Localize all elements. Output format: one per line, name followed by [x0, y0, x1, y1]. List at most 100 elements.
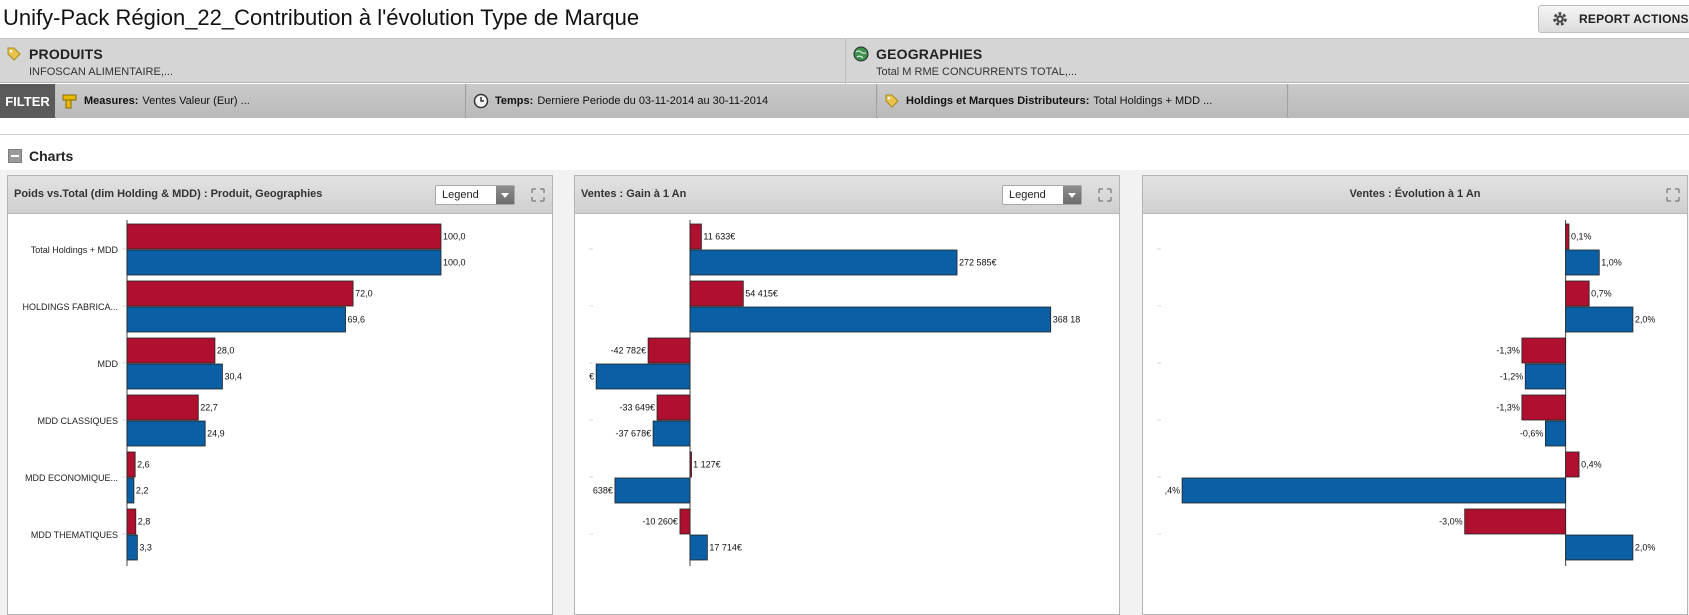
- data-label: -1,3%: [1496, 403, 1520, 413]
- bar[interactable]: [614, 477, 691, 504]
- data-label: 3,3: [139, 543, 152, 553]
- ruler-icon: [62, 94, 77, 109]
- bar[interactable]: [126, 223, 442, 250]
- title-bar: Unify-Pack Région_22_Contribution à l'év…: [0, 0, 1689, 38]
- bar[interactable]: [679, 508, 691, 535]
- legend-dropdown[interactable]: Legend: [435, 185, 515, 205]
- bar[interactable]: [126, 451, 136, 478]
- data-label: -42 782€: [611, 346, 647, 356]
- data-label: 272 585€: [959, 258, 997, 268]
- data-label: 54 415€: [745, 289, 778, 299]
- dimension-produits[interactable]: PRODUITS INFOSCAN ALIMENTAIRE,...: [0, 39, 846, 84]
- category-label: MDD THEMATIQUES: [31, 530, 118, 540]
- category-label: Total Holdings + MDD: [31, 245, 119, 255]
- data-label: -1,2%: [1500, 372, 1524, 382]
- clock-icon: [473, 93, 489, 109]
- bar[interactable]: [1521, 394, 1567, 421]
- data-label: 2,0%: [1635, 315, 1656, 325]
- filter-holdings-key: Holdings et Marques Distributeurs:: [906, 95, 1090, 107]
- filter-measures[interactable]: Measures: Ventes Valeur (Eur) ...: [56, 84, 466, 118]
- bar[interactable]: [126, 420, 206, 447]
- data-label: 1,0%: [1601, 258, 1622, 268]
- bar[interactable]: [647, 337, 691, 364]
- tag-icon: [7, 47, 21, 61]
- filter-temps-value: Derniere Periode du 03-11-2014 au 30-11-…: [537, 95, 769, 107]
- bar[interactable]: [126, 306, 346, 333]
- bar[interactable]: [126, 249, 442, 276]
- bar[interactable]: [689, 534, 708, 561]
- filter-label: FILTER: [0, 84, 55, 118]
- filter-holdings-value: Total Holdings + MDD ...: [1093, 95, 1213, 107]
- chevron-down-icon: [1063, 186, 1081, 204]
- bar[interactable]: [126, 477, 135, 504]
- data-label: 0,1%: [1571, 232, 1592, 242]
- data-label: 11 633€: [703, 232, 735, 242]
- report-actions-button[interactable]: REPORT ACTIONS: [1538, 5, 1689, 33]
- bar[interactable]: [1524, 363, 1567, 390]
- chart-panel-evolution: Ventes : Évolution à 1 An 0,1% 1,0% 0,7% 2,…: [1142, 175, 1688, 615]
- bar[interactable]: [1181, 477, 1567, 504]
- bar[interactable]: [595, 363, 691, 390]
- globe-icon: [853, 46, 869, 62]
- legend-dropdown-value: Legend: [442, 189, 479, 201]
- bar[interactable]: [689, 306, 1052, 333]
- bar[interactable]: [1565, 451, 1580, 478]
- data-label: 368 18: [1053, 315, 1081, 325]
- data-label: -10 260€: [642, 517, 678, 527]
- data-label: 28,0: [217, 346, 235, 356]
- dimension-geographies-subtitle: Total M RME CONCURRENTS TOTAL,...: [876, 66, 1078, 78]
- minus-icon[interactable]: [8, 149, 22, 163]
- expand-icon[interactable]: [1665, 187, 1681, 203]
- filter-holdings[interactable]: Holdings et Marques Distributeurs: Total…: [878, 84, 1288, 118]
- bar[interactable]: [1565, 534, 1634, 561]
- chart-plot: Total Holdings + MDD 100,0 100,0 HOLDINGS F…: [22, 220, 466, 566]
- bar[interactable]: [1565, 306, 1634, 333]
- data-label: 2,8: [138, 517, 151, 527]
- bar[interactable]: [1565, 249, 1600, 276]
- filter-bar-empty: [1289, 84, 1689, 118]
- bar[interactable]: [656, 394, 691, 421]
- chart-panel-poids: Poids vs.Total (dim Holding & MDD) : Pro…: [7, 175, 553, 615]
- bar[interactable]: [126, 508, 137, 535]
- chart-plot: 0,1% 1,0% 0,7% 2,0% -1,3% -1,2% -1,3% -0,6% 0,4%…: [1157, 220, 1656, 566]
- bar[interactable]: [126, 394, 199, 421]
- data-label: 0,4%: [1581, 460, 1602, 470]
- expand-icon[interactable]: [530, 187, 546, 203]
- bar[interactable]: [1565, 223, 1570, 250]
- category-label: MDD: [98, 359, 119, 369]
- data-label: 1 127€: [693, 460, 721, 470]
- filter-bar: FILTER Measures: Ventes Valeur (Eur) ...…: [0, 84, 1689, 118]
- bar[interactable]: [689, 223, 702, 250]
- bar[interactable]: [126, 337, 216, 364]
- category-label: MDD ECONOMIQUE...: [25, 473, 118, 483]
- data-label: 17 714€: [709, 543, 742, 553]
- legend-dropdown[interactable]: Legend: [1002, 185, 1082, 205]
- bar[interactable]: [689, 451, 692, 478]
- data-label: 100,0: [443, 232, 466, 242]
- chart-panel-gain: Ventes : Gain à 1 An Legend 11 633€ 272 5…: [574, 175, 1120, 615]
- filter-temps[interactable]: Temps: Derniere Periode du 03-11-2014 au…: [467, 84, 877, 118]
- chart-title: Ventes : Évolution à 1 An: [1349, 188, 1481, 200]
- category-label: MDD CLASSIQUES: [37, 416, 118, 426]
- bar[interactable]: [652, 420, 691, 447]
- bar[interactable]: [689, 249, 958, 276]
- bar[interactable]: [126, 534, 138, 561]
- bar[interactable]: [126, 280, 354, 307]
- data-label: -0,6%: [1520, 429, 1544, 439]
- data-label: 24,9: [207, 429, 225, 439]
- bar[interactable]: [1521, 337, 1567, 364]
- bar[interactable]: [126, 363, 223, 390]
- bar[interactable]: [1565, 280, 1590, 307]
- data-label: 30,4: [224, 372, 242, 382]
- dimension-geographies[interactable]: GEOGRAPHIES Total M RME CONCURRENTS TOTA…: [847, 39, 1689, 84]
- expand-icon[interactable]: [1097, 187, 1113, 203]
- bar[interactable]: [1464, 508, 1567, 535]
- dimension-produits-subtitle: INFOSCAN ALIMENTAIRE,...: [29, 66, 174, 78]
- bar[interactable]: [1545, 420, 1567, 447]
- page-title: Unify-Pack Région_22_Contribution à l'év…: [3, 5, 640, 30]
- bar[interactable]: [689, 280, 744, 307]
- data-label: 72,0: [355, 289, 373, 299]
- chart-panel-header: Ventes : Gain à 1 An Legend: [575, 176, 1119, 214]
- data-label: 2,2: [136, 486, 149, 496]
- data-label: 0,7%: [1591, 289, 1612, 299]
